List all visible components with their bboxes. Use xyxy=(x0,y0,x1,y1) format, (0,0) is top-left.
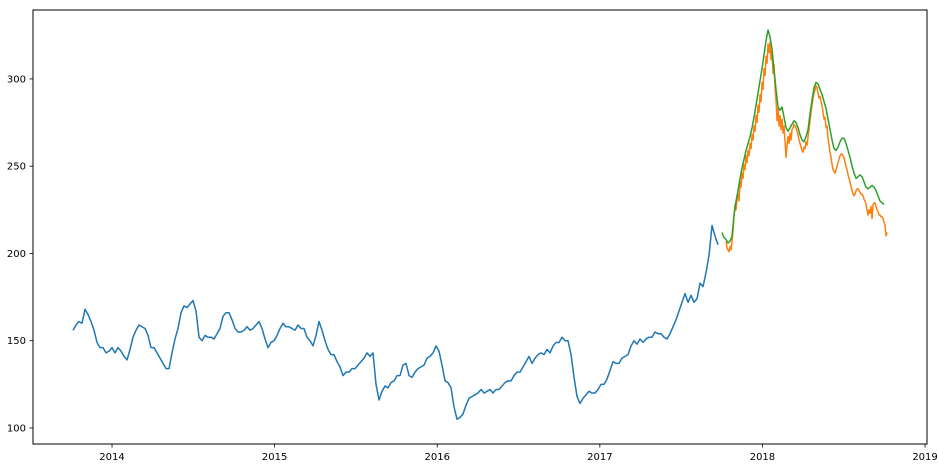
y-tick-label: 200 xyxy=(7,249,26,260)
y-tick-label: 250 xyxy=(7,162,26,173)
orange-series-line xyxy=(725,41,888,253)
x-tick-label: 2017 xyxy=(587,452,612,463)
x-tick-label: 2015 xyxy=(262,452,287,463)
blue-series-line xyxy=(72,224,719,420)
x-tick-label: 2016 xyxy=(425,452,450,463)
y-tick-label: 150 xyxy=(7,336,26,347)
plot-background xyxy=(33,10,927,444)
y-tick-label: 300 xyxy=(7,74,26,85)
x-tick-label: 2014 xyxy=(99,452,124,463)
y-tick-label: 100 xyxy=(7,423,26,434)
x-tick-label: 2019 xyxy=(912,452,937,463)
green-series-line xyxy=(721,29,885,244)
x-tick-label: 2018 xyxy=(750,452,775,463)
plot-border xyxy=(32,9,928,445)
